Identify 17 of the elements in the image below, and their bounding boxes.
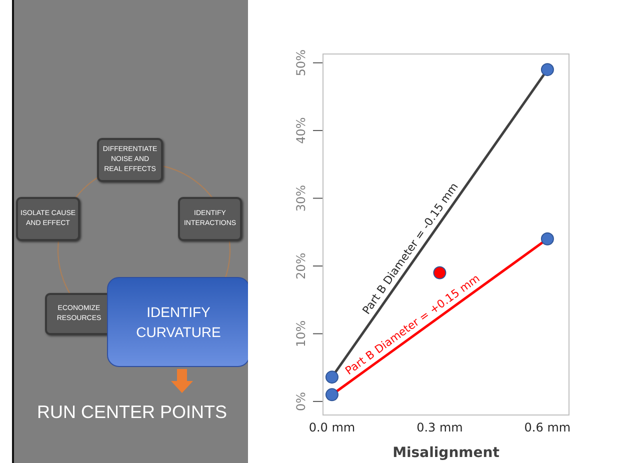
y-tick-label: 10% <box>294 320 308 348</box>
x-tick-label: 0.6 mm <box>524 420 571 435</box>
text: RUN CENTER POINTS <box>36 400 228 424</box>
text: IDENTIFY CURVATURE <box>107 277 250 367</box>
point <box>433 266 446 280</box>
x-tick-label: 0.3 mm <box>416 420 463 435</box>
y-tick-label: 40% <box>294 117 308 144</box>
y-tick-label: 50% <box>294 49 308 76</box>
point <box>540 63 554 76</box>
y-tick-label: 30% <box>294 184 308 212</box>
y-tick-label: 20% <box>294 252 308 280</box>
y-tick-label: 0% <box>294 392 308 411</box>
x-axis-title: Misalignment <box>392 445 500 461</box>
point <box>325 370 338 384</box>
point <box>325 388 338 402</box>
point <box>540 232 554 246</box>
x-tick-label: 0.0 mm <box>308 420 356 435</box>
